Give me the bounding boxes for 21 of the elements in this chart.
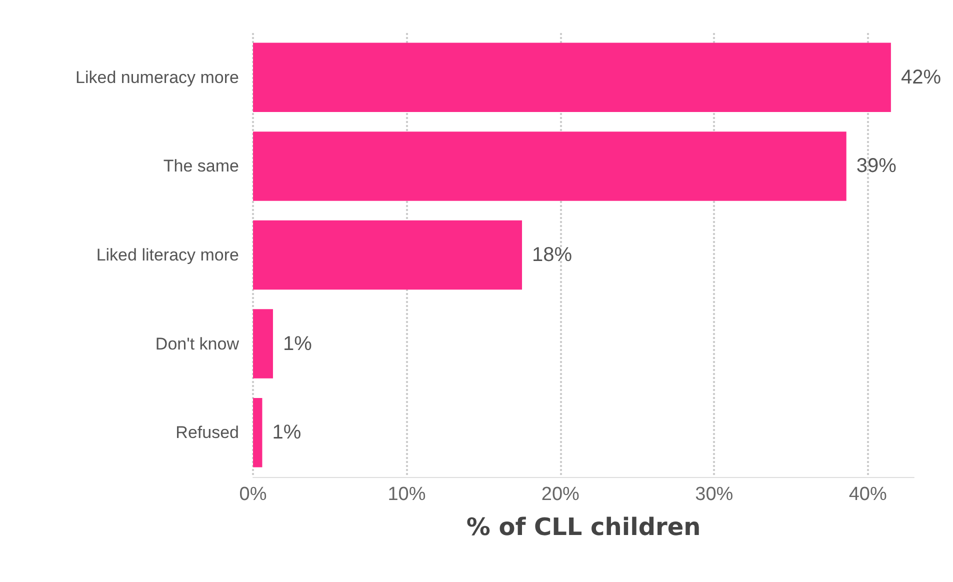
x-tick-label: 10% [388,484,426,505]
x-tick-label: 30% [695,484,734,505]
y-tick-label: The same [163,156,239,176]
y-tick-label: Liked numeracy more [76,68,239,87]
bar [253,42,891,112]
data-label: 1% [282,332,312,355]
x-tick-label: 20% [541,484,580,505]
bar [253,309,273,378]
y-tick-label: Refused [176,423,239,442]
bar [253,398,262,468]
x-tick-label: 40% [848,484,887,505]
data-label: 18% [532,244,572,266]
y-tick-label: Liked literacy more [96,246,239,264]
y-tick-label: Don't know [155,334,240,354]
bar [253,220,522,290]
x-tick-label: 0% [239,484,267,505]
x-axis-title: % of CLL children [466,513,701,541]
data-label: 1% [272,422,302,444]
data-label: 42% [900,66,942,88]
data-label: 39% [856,155,897,178]
bar [253,132,846,201]
